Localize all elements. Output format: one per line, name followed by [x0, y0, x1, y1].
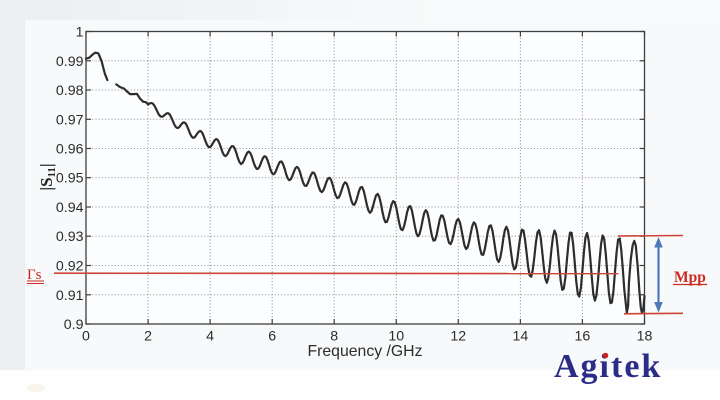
svg-text:Frequency /GHz: Frequency /GHz	[307, 343, 422, 360]
svg-text:0: 0	[82, 329, 90, 345]
svg-text:0.93: 0.93	[56, 229, 84, 245]
svg-text:Agitek: Agitek	[554, 348, 662, 385]
svg-text:0.91: 0.91	[56, 288, 84, 304]
svg-text:0.9: 0.9	[64, 317, 84, 333]
svg-text:6: 6	[268, 329, 276, 345]
svg-text:12: 12	[450, 329, 466, 345]
svg-text:0.98: 0.98	[56, 83, 84, 99]
svg-text:0.96: 0.96	[56, 142, 84, 158]
svg-text:1: 1	[76, 25, 84, 41]
svg-text:0.99: 0.99	[56, 54, 84, 70]
svg-text:4: 4	[206, 329, 214, 345]
svg-text:14: 14	[513, 329, 529, 345]
svg-text:16: 16	[575, 329, 591, 345]
svg-text:0.94: 0.94	[56, 200, 84, 216]
svg-text:10: 10	[388, 329, 404, 345]
svg-text:Mpp: Mpp	[674, 269, 706, 286]
svg-text:8: 8	[330, 329, 338, 345]
svg-text:0.92: 0.92	[56, 259, 84, 275]
svg-text:2: 2	[144, 329, 152, 345]
svg-text:Γs: Γs	[27, 267, 42, 283]
svg-text:0.95: 0.95	[56, 171, 84, 187]
svg-text:18: 18	[637, 329, 653, 345]
svg-text:0.97: 0.97	[56, 112, 84, 128]
